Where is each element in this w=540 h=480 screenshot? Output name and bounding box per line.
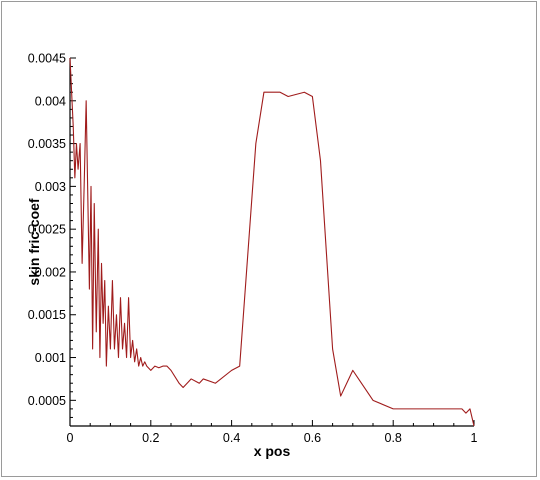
y-tick-label: 0.0015: [28, 308, 66, 322]
y-tick-label: 0.0005: [28, 394, 66, 408]
y-tick-labels: 0.0005 0.001 0.0015 0.002 0.0025 0.003 0.0035 0…: [28, 52, 66, 408]
x-tick-label: 0.8: [385, 431, 402, 445]
y-tick-label: 0.002: [35, 265, 66, 279]
y-axis-title: skin fric-coef: [26, 198, 42, 285]
y-tick-label: 0.003: [35, 180, 66, 194]
x-tick-labels: 0 0.2 0.4 0.6 0.8 1: [67, 431, 478, 445]
series-line: [69, 57, 475, 427]
x-axis-title: x pos: [254, 443, 291, 459]
y-tick-label: 0.0025: [28, 223, 66, 237]
x-tick-label: 0.6: [304, 431, 321, 445]
x-tick-label: 0: [67, 431, 74, 445]
y-tick-label: 0.004: [35, 94, 66, 108]
x-tick-label: 0.4: [223, 431, 240, 445]
series-lines: [69, 57, 475, 427]
tick-marks: [69, 57, 475, 426]
x-tick-label: 1: [471, 431, 478, 445]
y-tick-label: 0.0045: [28, 52, 66, 66]
axes: [69, 58, 474, 427]
y-tick-label: 0.0035: [28, 137, 66, 151]
x-tick-label: 0.2: [142, 431, 159, 445]
y-tick-label: 0.001: [35, 351, 66, 365]
